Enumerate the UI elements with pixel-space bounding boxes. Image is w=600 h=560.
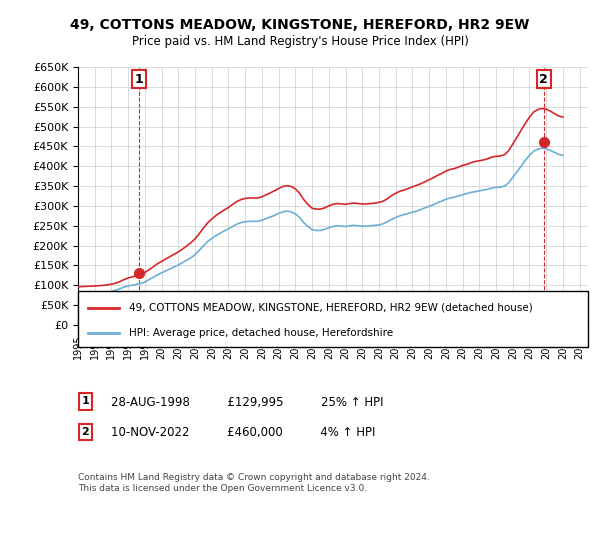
- Text: Price paid vs. HM Land Registry's House Price Index (HPI): Price paid vs. HM Land Registry's House …: [131, 35, 469, 49]
- Text: 1: 1: [82, 396, 89, 406]
- Text: 1: 1: [134, 73, 143, 86]
- Text: 2: 2: [82, 427, 89, 437]
- Text: 49, COTTONS MEADOW, KINGSTONE, HEREFORD, HR2 9EW: 49, COTTONS MEADOW, KINGSTONE, HEREFORD,…: [70, 18, 530, 32]
- Text: 2: 2: [539, 73, 548, 86]
- Text: HPI: Average price, detached house, Herefordshire: HPI: Average price, detached house, Here…: [129, 328, 393, 338]
- Text: 49, COTTONS MEADOW, KINGSTONE, HEREFORD, HR2 9EW (detached house): 49, COTTONS MEADOW, KINGSTONE, HEREFORD,…: [129, 303, 533, 313]
- FancyBboxPatch shape: [79, 393, 92, 409]
- FancyBboxPatch shape: [78, 291, 588, 347]
- FancyBboxPatch shape: [79, 424, 92, 440]
- Text: 10-NOV-2022          £460,000          4% ↑ HPI: 10-NOV-2022 £460,000 4% ↑ HPI: [96, 426, 376, 440]
- Text: Contains HM Land Registry data © Crown copyright and database right 2024.
This d: Contains HM Land Registry data © Crown c…: [78, 473, 430, 493]
- Text: 28-AUG-1998          £129,995          25% ↑ HPI: 28-AUG-1998 £129,995 25% ↑ HPI: [96, 395, 383, 409]
